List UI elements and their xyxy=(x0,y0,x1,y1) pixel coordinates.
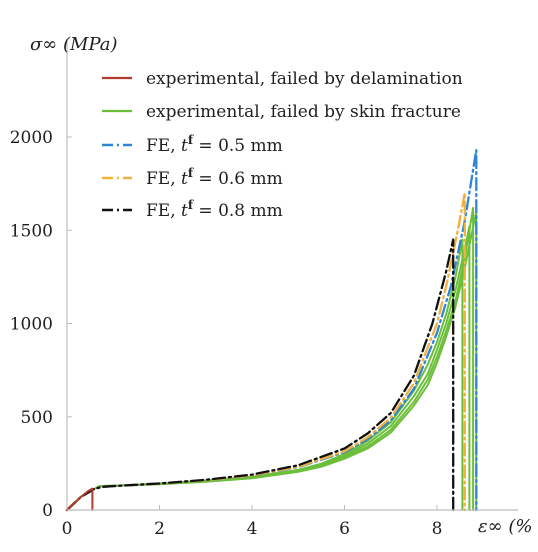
y-tick-label: 2000 xyxy=(10,128,53,148)
legend-label-delamination: experimental, failed by delamination xyxy=(146,69,463,89)
legend-label-fe-05: FE, tf = 0.5 mm xyxy=(146,133,283,156)
y-tick-label: 500 xyxy=(21,408,53,428)
y-tick-label: 1500 xyxy=(10,221,53,241)
legend-label-fe-08: FE, tf = 0.8 mm xyxy=(146,198,283,221)
series-line-experimental-failed-by-delamination xyxy=(66,487,94,511)
plot-area xyxy=(65,148,478,512)
series-line-fe-t-f-0-6-mm xyxy=(65,191,466,512)
y-axis-label: σ∞ (MPa) xyxy=(30,34,118,55)
y-tick-label: 1000 xyxy=(10,315,53,335)
x-tick-label: 8 xyxy=(432,519,443,539)
y-tick-label: 0 xyxy=(42,501,53,521)
series-line-experimental-failed-by-skin-fracture-1 xyxy=(66,206,475,511)
legend-label-skin-fracture: experimental, failed by skin fracture xyxy=(146,102,461,122)
legend-label-fe-06: FE, tf = 0.6 mm xyxy=(146,166,283,189)
x-axis-label: ε∞ (% xyxy=(478,516,533,537)
x-tick-label: 6 xyxy=(339,519,350,539)
x-tick-label: 0 xyxy=(62,519,73,539)
x-ticks: 0 2 4 6 8 xyxy=(62,505,443,539)
series-line-fe-t-f-0-8-mm xyxy=(65,238,455,512)
x-tick-label: 4 xyxy=(247,519,258,539)
legend: experimental, failed by delamination exp… xyxy=(102,69,463,221)
x-tick-label: 2 xyxy=(154,519,165,539)
y-ticks: 0 500 1000 1500 2000 xyxy=(10,128,72,521)
